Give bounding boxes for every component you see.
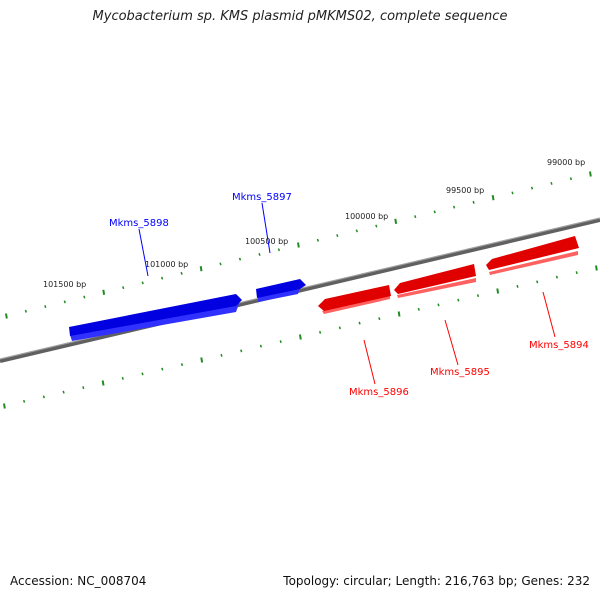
map-summary: Topology: circular; Length: 216,763 bp; …: [283, 574, 590, 588]
tick-mark: [259, 344, 263, 348]
tick-mark: [22, 399, 26, 403]
tick-mark: [355, 229, 358, 233]
tick-mark: [397, 311, 401, 317]
leader-line-mkms-5896: [363, 339, 376, 385]
tick-mark: [277, 248, 281, 252]
leader-line-mkms-5898: [138, 228, 149, 277]
tick-mark: [83, 295, 86, 299]
tick-mark: [437, 303, 440, 307]
gene-mkms-5898[interactable]: [69, 294, 242, 341]
tick-mark: [318, 330, 322, 334]
tick-mark: [220, 353, 223, 357]
tick-mark: [575, 271, 578, 275]
gene-label-mkms-5898[interactable]: Mkms_5898: [109, 218, 169, 229]
tick-mark: [358, 321, 361, 325]
tick-mark: [240, 349, 243, 353]
tick-mark: [516, 284, 519, 288]
tick-mark: [511, 191, 514, 195]
map-title: Mycobacterium sp. KMS plasmid pMKMS02, c…: [92, 9, 508, 24]
tick-mark: [472, 200, 475, 204]
tick-mark: [555, 275, 559, 279]
tick-label-99500: 99500 bp: [446, 186, 484, 195]
tick-mark: [530, 186, 534, 190]
tick-mark: [24, 309, 28, 313]
tick-label-101500: 101500 bp: [43, 280, 86, 289]
leader-line-mkms-5897: [261, 202, 271, 254]
tick-mark: [121, 376, 124, 380]
gene-mkms-5895[interactable]: [394, 264, 476, 298]
tick-mark: [141, 281, 144, 285]
tick-mark: [42, 395, 46, 399]
tick-mark: [394, 218, 398, 224]
tick-mark: [63, 300, 66, 304]
tick-label-99000: 99000 bp: [547, 158, 585, 167]
tick-mark: [433, 210, 436, 214]
tick-label-100500: 100500 bp: [245, 237, 288, 246]
tick-mark: [476, 294, 480, 298]
tick-mark: [375, 224, 378, 228]
tick-mark: [569, 177, 573, 181]
tick-mark: [452, 205, 456, 209]
tick-mark: [200, 357, 204, 363]
gene-label-mkms-5894[interactable]: Mkms_5894: [529, 340, 589, 351]
tick-mark: [5, 313, 8, 319]
leader-line-mkms-5894: [542, 291, 556, 338]
tick-mark: [595, 265, 598, 271]
tick-mark: [378, 317, 381, 321]
leader-line-mkms-5895: [444, 319, 459, 366]
tick-mark: [82, 386, 85, 390]
inner-tick-row: [3, 265, 598, 409]
tick-label-101000: 101000 bp: [145, 260, 188, 269]
accession-label: Accession: NC_008704: [10, 574, 147, 588]
tick-mark: [297, 242, 300, 248]
tick-mark: [550, 181, 553, 185]
tick-mark: [414, 215, 417, 219]
tick-mark: [180, 271, 183, 275]
gene-mkms-5897[interactable]: [256, 279, 306, 302]
tick-mark: [316, 238, 320, 242]
tick-mark: [141, 372, 144, 376]
gene-label-mkms-5895[interactable]: Mkms_5895: [430, 367, 490, 378]
tick-mark: [589, 171, 592, 177]
tick-mark: [44, 305, 47, 309]
tick-mark: [336, 234, 339, 238]
tick-mark: [122, 286, 125, 290]
gene-label-mkms-5897[interactable]: Mkms_5897: [232, 192, 292, 203]
outer-tick-row: [5, 171, 592, 319]
tick-mark: [102, 289, 106, 295]
tick-mark: [160, 276, 164, 280]
tick-mark: [258, 252, 261, 256]
tick-mark: [536, 280, 539, 284]
tick-mark: [180, 363, 184, 367]
tick-mark: [62, 390, 65, 394]
gene-label-mkms-5896[interactable]: Mkms_5896: [349, 387, 409, 398]
tick-mark: [238, 257, 242, 261]
gene-mkms-5896[interactable]: [318, 285, 391, 314]
tick-mark: [219, 262, 222, 266]
plasmid-backbone: [0, 218, 600, 363]
tick-mark: [199, 266, 203, 272]
tick-mark: [496, 288, 500, 294]
tick-mark: [101, 380, 105, 386]
tick-mark: [3, 403, 6, 409]
tick-mark: [279, 340, 282, 344]
gene-mkms-5894[interactable]: [486, 236, 579, 275]
tick-mark: [299, 334, 302, 340]
tick-label-100000: 100000 bp: [345, 212, 388, 221]
tick-mark: [457, 298, 460, 302]
tick-mark: [417, 307, 420, 311]
tick-mark: [491, 195, 495, 201]
tick-mark: [161, 367, 164, 371]
tick-mark: [338, 326, 342, 330]
